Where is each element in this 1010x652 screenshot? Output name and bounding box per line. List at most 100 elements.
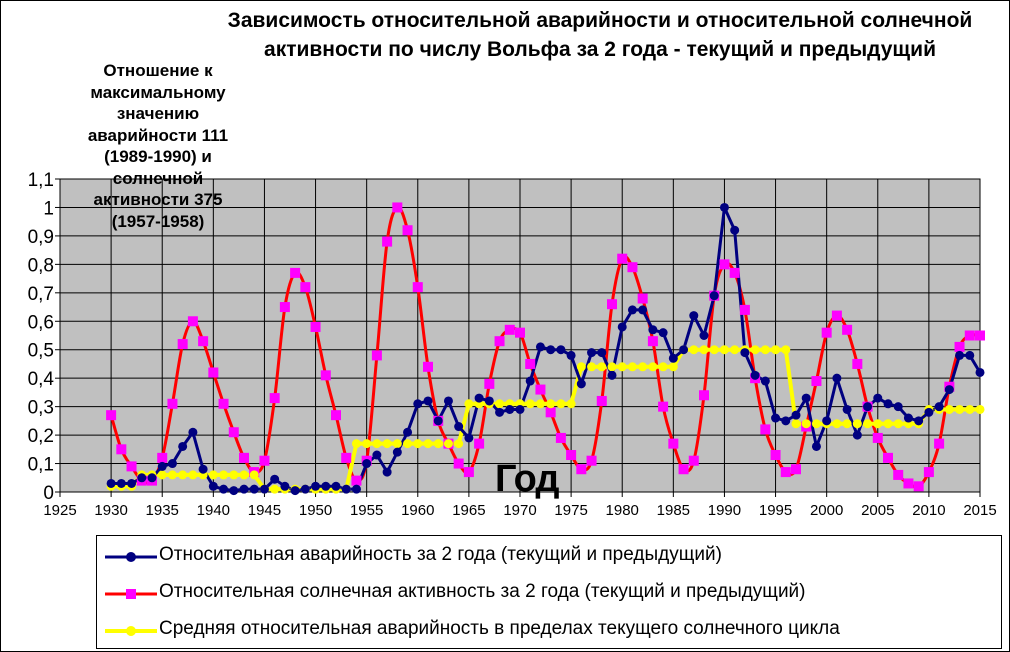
- data-point-solar: [545, 407, 556, 418]
- data-point-solar: [964, 330, 975, 341]
- data-point-accidents: [934, 402, 944, 412]
- data-point-solar: [821, 327, 832, 338]
- data-point-average: [965, 404, 975, 414]
- data-point-average: [576, 362, 586, 372]
- data-point-average: [944, 404, 954, 414]
- data-point-solar: [954, 341, 965, 352]
- data-point-accidents: [893, 402, 903, 412]
- data-point-average: [372, 439, 382, 449]
- data-point-accidents: [382, 467, 392, 477]
- data-point-solar: [177, 339, 188, 350]
- data-point-average: [556, 399, 566, 409]
- data-point-average: [433, 439, 443, 449]
- y-axis-label-line: солнечной: [112, 168, 204, 188]
- data-point-accidents: [454, 422, 464, 432]
- data-point-average: [719, 345, 729, 355]
- data-point-average: [403, 439, 413, 449]
- x-tick-label: 2015: [963, 502, 996, 519]
- data-point-solar: [811, 376, 822, 387]
- data-point-accidents: [433, 416, 443, 426]
- data-point-solar: [494, 336, 505, 347]
- data-point-average: [689, 345, 699, 355]
- data-point-average: [975, 404, 985, 414]
- data-point-accidents: [873, 393, 883, 403]
- data-point-accidents: [811, 441, 821, 451]
- data-point-accidents: [178, 441, 188, 451]
- data-point-accidents: [699, 331, 709, 340]
- legend-label-solar: Относительная солнечная активность за 2 …: [159, 581, 806, 602]
- data-point-solar: [208, 367, 219, 378]
- data-point-solar: [658, 401, 669, 412]
- data-point-accidents: [679, 345, 689, 355]
- x-tick-label: 2005: [861, 502, 894, 519]
- data-point-accidents: [219, 484, 229, 494]
- y-axis-label-line: Отношение к: [103, 61, 213, 80]
- data-point-average: [781, 345, 791, 355]
- data-point-average: [811, 419, 821, 429]
- data-point-average: [658, 362, 668, 372]
- data-point-accidents: [515, 404, 525, 414]
- data-point-solar: [126, 461, 137, 472]
- data-point-accidents: [341, 484, 351, 494]
- data-point-solar: [975, 330, 985, 341]
- data-point-accidents: [965, 350, 975, 360]
- y-tick-label: 0,5: [28, 341, 54, 362]
- data-point-solar: [279, 302, 290, 313]
- data-point-accidents: [505, 404, 515, 414]
- data-point-solar: [402, 225, 413, 236]
- data-point-solar: [699, 390, 709, 401]
- data-point-average: [423, 439, 433, 449]
- data-point-solar: [637, 293, 648, 304]
- data-point-accidents: [208, 481, 218, 491]
- data-point-solar: [392, 202, 403, 213]
- data-point-solar: [934, 438, 945, 449]
- data-point-solar: [290, 267, 301, 278]
- data-point-solar: [842, 324, 853, 335]
- data-point-average: [249, 470, 259, 480]
- data-point-average: [893, 419, 903, 429]
- data-point-solar: [382, 236, 393, 247]
- data-point-accidents: [157, 461, 167, 471]
- data-point-average: [525, 399, 535, 409]
- data-point-accidents: [627, 305, 637, 315]
- data-point-average: [535, 399, 545, 409]
- data-point-average: [495, 399, 505, 409]
- data-point-accidents: [607, 370, 617, 380]
- data-point-solar: [515, 327, 525, 338]
- data-point-accidents: [362, 459, 372, 469]
- data-point-average: [392, 439, 402, 449]
- data-point-solar: [729, 267, 740, 278]
- data-point-accidents: [576, 379, 586, 389]
- data-point-accidents: [495, 407, 505, 417]
- data-point-average: [617, 362, 627, 372]
- x-tick-label: 1940: [197, 502, 230, 519]
- x-tick-label: 2000: [810, 502, 843, 519]
- data-point-average: [382, 439, 392, 449]
- data-point-accidents: [167, 459, 177, 469]
- data-point-accidents: [372, 450, 382, 460]
- data-point-solar: [647, 336, 658, 347]
- data-point-accidents: [423, 396, 433, 406]
- y-tick-label: 1: [43, 198, 54, 219]
- data-point-solar: [167, 398, 178, 409]
- data-point-average: [863, 419, 873, 429]
- legend-item-average: Средняя относительная аварийность в пред…: [97, 612, 1001, 650]
- data-point-average: [760, 345, 770, 355]
- data-point-accidents: [188, 427, 198, 437]
- x-tick-label: 1925: [43, 502, 76, 519]
- data-point-accidents: [566, 350, 576, 360]
- data-point-solar: [576, 464, 587, 475]
- data-point-accidents: [270, 474, 280, 484]
- data-point-average: [842, 419, 852, 429]
- data-point-average: [157, 470, 167, 480]
- data-point-solar: [913, 481, 924, 492]
- data-point-average: [239, 470, 249, 480]
- data-point-accidents: [760, 376, 770, 386]
- data-point-accidents: [955, 350, 965, 360]
- y-tick-label: 0: [43, 483, 54, 504]
- data-point-average: [587, 362, 597, 372]
- data-point-average: [454, 439, 464, 449]
- data-point-solar: [586, 455, 597, 466]
- data-point-solar: [923, 467, 934, 478]
